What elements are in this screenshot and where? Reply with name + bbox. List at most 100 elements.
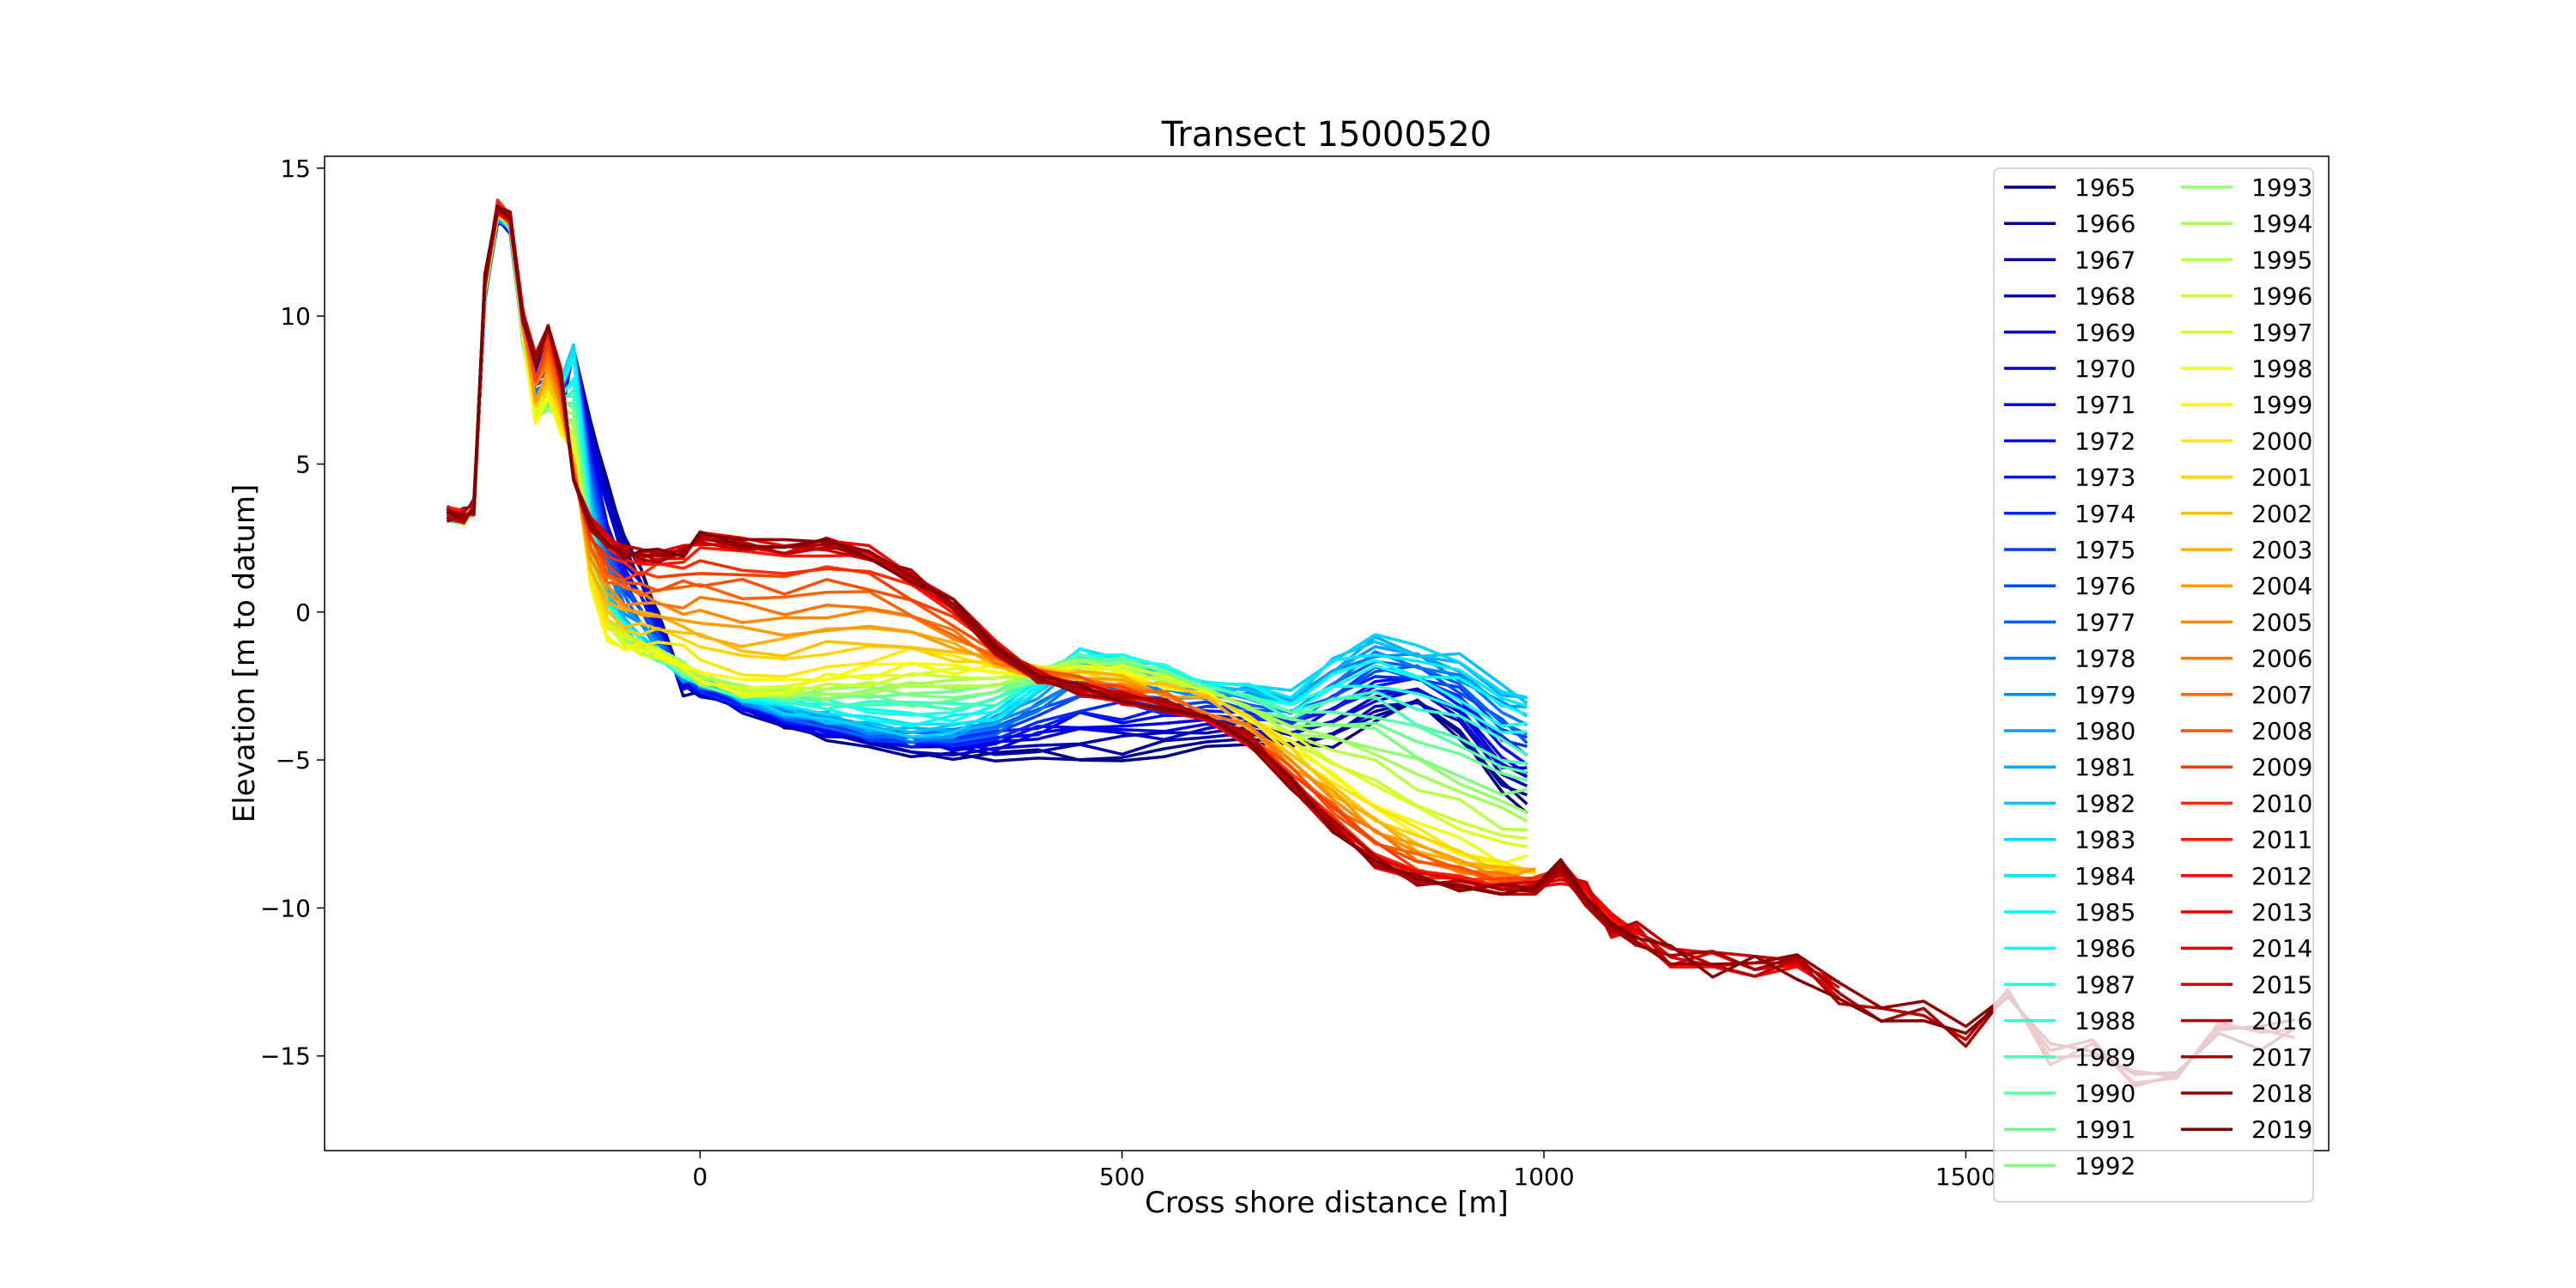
legend-label: 1983 [2075,826,2136,854]
legend-label: 1980 [2075,717,2136,745]
legend-entry-1965: 1965 [2004,173,2136,202]
legend-label: 2008 [2251,717,2312,745]
legend-box [1993,167,2314,1203]
legend-label: 1986 [2075,934,2136,963]
legend-entry-1989: 1989 [2004,1043,2136,1072]
legend-label: 1966 [2075,210,2136,238]
legend-label: 2014 [2251,934,2312,963]
chart-title: Transect 15000520 [1161,115,1492,155]
legend-entry-1978: 1978 [2004,645,2136,673]
legend-label: 2002 [2251,500,2312,528]
legend-entry-1973: 1973 [2004,464,2136,492]
legend-entry-1982: 1982 [2004,789,2136,817]
legend-label: 1995 [2251,246,2312,274]
legend-entry-2011: 2011 [2181,826,2312,854]
legend-entry-1986: 1986 [2004,934,2136,963]
legend-entry-1993: 1993 [2181,173,2312,202]
legend-entry-1984: 1984 [2004,862,2136,890]
legend-label: 2012 [2251,862,2312,890]
legend-label: 2010 [2251,789,2312,817]
legend-entry-1985: 1985 [2004,898,2136,927]
legend-label: 1981 [2075,753,2136,781]
legend-label: 1994 [2251,210,2312,238]
legend-label: 1988 [2075,1007,2136,1036]
legend-entry-2017: 2017 [2181,1043,2312,1072]
legend-entry-1976: 1976 [2004,572,2136,600]
legend-label: 1998 [2251,355,2312,383]
y-tick-label: 15 [280,155,311,183]
legend-entry-2016: 2016 [2181,1007,2312,1036]
y-tick-label: 5 [295,450,311,478]
legend-label: 1996 [2251,283,2312,311]
legend-label: 2000 [2251,427,2312,455]
series-line-2019 [446,204,2296,1076]
x-tick-label: 500 [1099,1163,1145,1191]
plot-frame [324,155,2330,1151]
legend-entry-1979: 1979 [2004,681,2136,709]
legend-label: 1974 [2075,500,2136,528]
legend-entry-1988: 1988 [2004,1007,2136,1036]
legend-label: 2017 [2251,1043,2312,1072]
legend-entry-1987: 1987 [2004,970,2136,999]
x-tick-label: 1500 [1935,1163,1996,1191]
legend-entry-1994: 1994 [2181,210,2312,238]
legend-label: 1991 [2075,1115,2136,1144]
legend-label: 1984 [2075,862,2136,890]
legend-entry-1967: 1967 [2004,246,2136,274]
legend-label: 2009 [2251,753,2312,781]
legend: 1965 1966 1967 1968 1969 1970 1971 1972 1973 1974… [1993,167,2314,1203]
legend-entry-1975: 1975 [2004,536,2136,564]
legend-entry-1998: 1998 [2181,355,2312,383]
legend-entry-1977: 1977 [2004,608,2136,636]
legend-label: 1999 [2251,391,2312,419]
y-axis-ticks: 15 10 5 0 −5 −10 −15 [260,155,325,1071]
legend-entry-1968: 1968 [2004,283,2136,311]
legend-entry-2015: 2015 [2181,970,2312,999]
legend-label: 2013 [2251,898,2312,927]
legend-label: 1989 [2075,1043,2136,1072]
legend-label: 1992 [2075,1151,2136,1180]
legend-entry-1983: 1983 [2004,826,2136,854]
legend-entry-1972: 1972 [2004,427,2136,455]
x-tick-label: 1000 [1513,1163,1574,1191]
legend-entry-2005: 2005 [2181,608,2312,636]
legend-entry-1996: 1996 [2181,283,2312,311]
legend-label: 1993 [2251,173,2312,202]
legend-label: 2007 [2251,681,2312,709]
legend-entry-2004: 2004 [2181,572,2312,600]
legend-label: 1972 [2075,427,2136,455]
legend-label: 1978 [2075,645,2136,673]
legend-label: 1977 [2075,608,2136,636]
y-tick-label: 0 [295,598,311,627]
legend-entry-2018: 2018 [2181,1079,2312,1108]
legend-entry-2001: 2001 [2181,464,2312,492]
legend-entry-2007: 2007 [2181,681,2312,709]
legend-label: 2006 [2251,645,2312,673]
legend-entry-1974: 1974 [2004,500,2136,528]
legend-label: 2001 [2251,464,2312,492]
legend-entry-1970: 1970 [2004,355,2136,383]
legend-label: 2015 [2251,970,2312,999]
legend-label: 1979 [2075,681,2136,709]
legend-entry-2012: 2012 [2181,862,2312,890]
legend-label: 1987 [2075,970,2136,999]
legend-entry-2002: 2002 [2181,500,2312,528]
legend-entry-1991: 1991 [2004,1115,2136,1144]
legend-entry-1981: 1981 [2004,753,2136,781]
y-tick-label: 10 [280,302,311,331]
x-axis-title: Cross shore distance [m] [1145,1186,1509,1220]
legend-label: 2019 [2251,1115,2312,1144]
legend-entry-2014: 2014 [2181,934,2312,963]
legend-entry-2019: 2019 [2181,1115,2312,1144]
legend-entry-2009: 2009 [2181,753,2312,781]
legend-label: 2011 [2251,826,2312,854]
legend-label: 1975 [2075,536,2136,564]
legend-entry-1971: 1971 [2004,391,2136,419]
legend-entry-1997: 1997 [2181,319,2312,347]
legend-entry-2003: 2003 [2181,536,2312,564]
legend-label: 1967 [2075,246,2136,274]
legend-label: 2016 [2251,1007,2312,1036]
legend-entry-1980: 1980 [2004,717,2136,745]
legend-label: 1973 [2075,464,2136,492]
